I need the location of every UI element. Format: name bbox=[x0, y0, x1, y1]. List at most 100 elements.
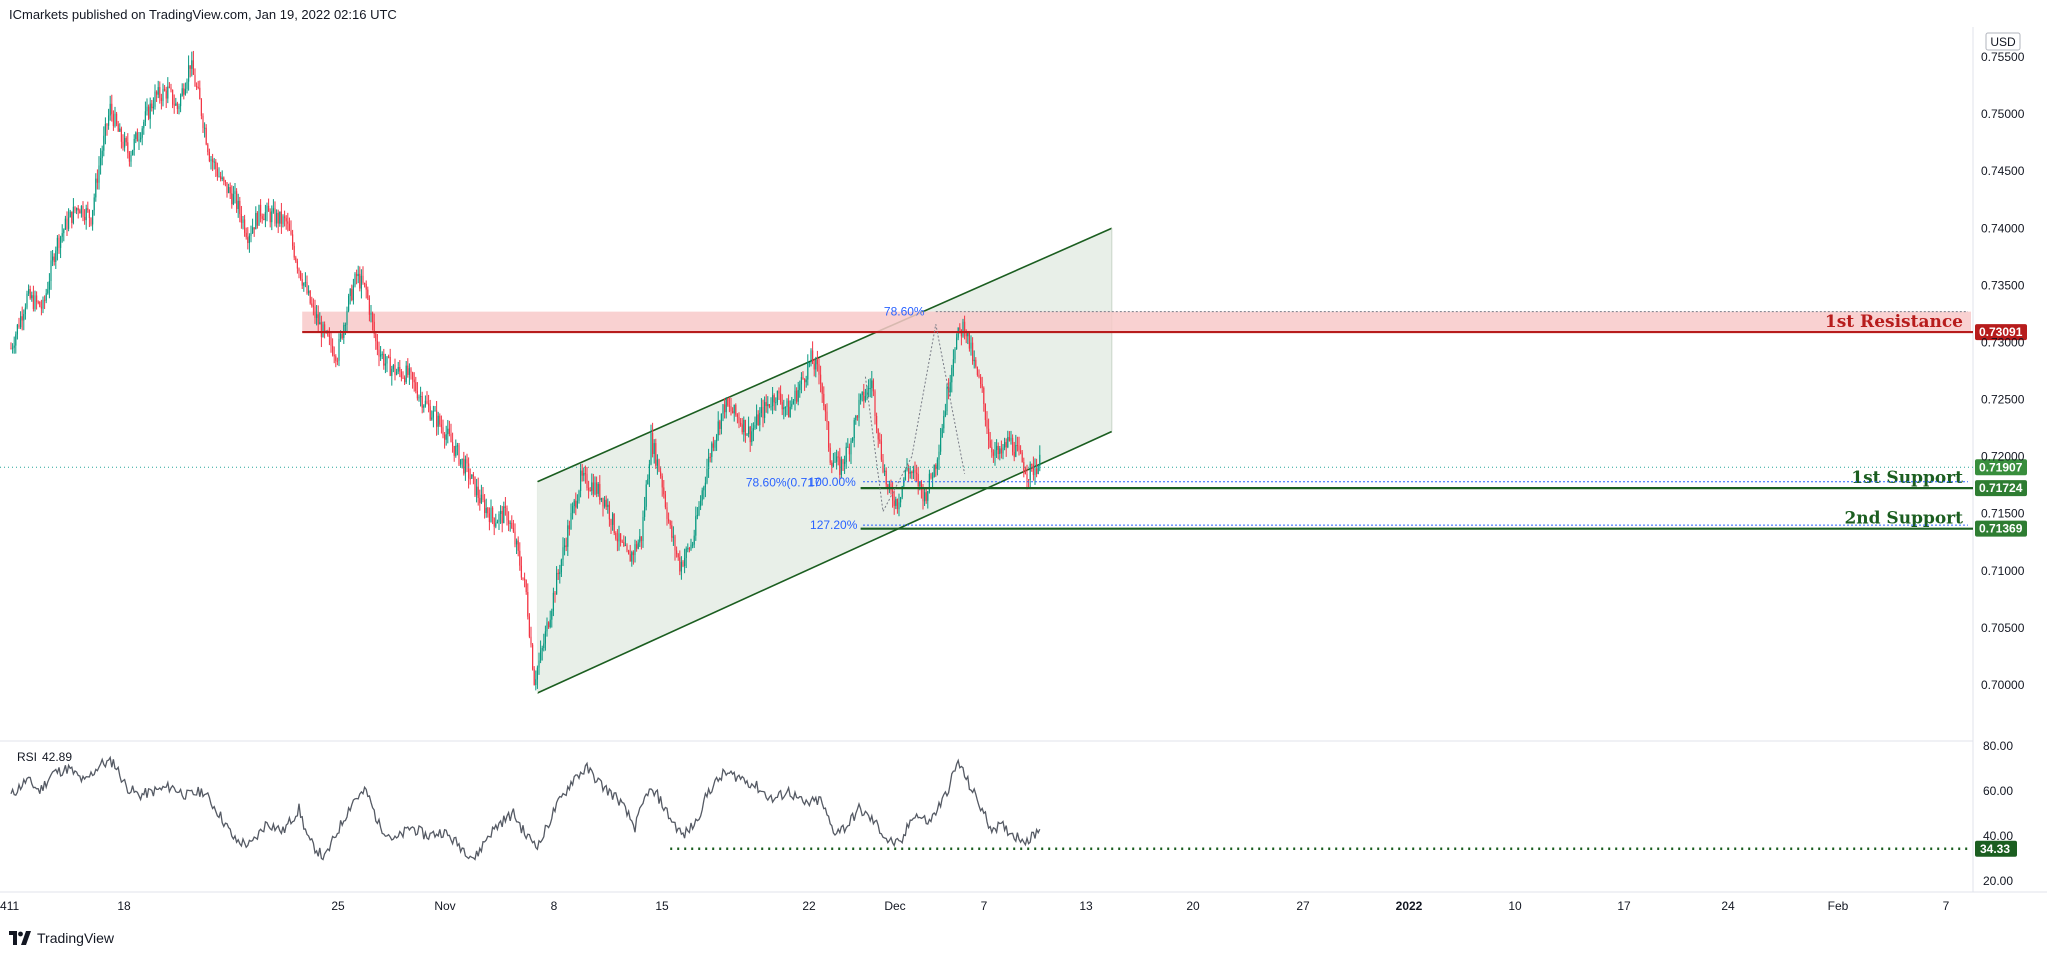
candle bbox=[525, 579, 527, 595]
candle-body bbox=[18, 324, 20, 328]
candle bbox=[292, 229, 294, 250]
candle-body bbox=[781, 402, 783, 410]
candle-body bbox=[773, 395, 775, 403]
candle-body bbox=[373, 321, 375, 334]
candle-body bbox=[224, 180, 226, 183]
candle bbox=[493, 517, 495, 536]
candle bbox=[861, 391, 863, 402]
candle-body bbox=[296, 261, 298, 269]
candle-body bbox=[880, 441, 882, 460]
candle bbox=[583, 467, 585, 482]
candle bbox=[381, 351, 383, 360]
candle bbox=[568, 520, 570, 536]
candle bbox=[114, 106, 116, 128]
candle-body bbox=[485, 507, 487, 514]
candle-body bbox=[810, 350, 812, 363]
candle bbox=[308, 285, 310, 296]
candle bbox=[378, 341, 380, 367]
candle-body bbox=[506, 507, 508, 521]
candle bbox=[752, 422, 754, 442]
candle bbox=[773, 393, 775, 411]
candle bbox=[207, 142, 209, 156]
candle bbox=[666, 502, 668, 526]
time-axis: 11 18 25 Nov 8 15 22 Dec 7 13 20 27 2022 10 17 24 Feb 7 14 bbox=[0, 899, 1950, 913]
candle bbox=[236, 188, 238, 213]
candle bbox=[668, 512, 670, 524]
candle-body bbox=[621, 541, 623, 543]
candle bbox=[784, 406, 786, 417]
candle bbox=[935, 463, 937, 477]
candle bbox=[407, 358, 409, 378]
candle bbox=[224, 179, 226, 187]
fib-label: 100.00% bbox=[808, 475, 856, 489]
candle-body bbox=[684, 557, 686, 566]
candle bbox=[376, 334, 378, 356]
candle-body bbox=[893, 500, 895, 506]
candle bbox=[66, 211, 68, 237]
price-tag-text: 0.73091 bbox=[1979, 325, 2023, 339]
candle bbox=[68, 208, 70, 232]
price-tick-label: 0.70000 bbox=[1981, 678, 2025, 692]
candle-body bbox=[423, 405, 425, 408]
candle-body bbox=[965, 333, 967, 337]
candle bbox=[250, 225, 252, 243]
candle-body bbox=[215, 161, 217, 169]
candle bbox=[816, 350, 818, 372]
candle bbox=[362, 266, 364, 285]
candle-body bbox=[999, 448, 1001, 454]
candle bbox=[904, 469, 906, 481]
candle bbox=[12, 343, 14, 354]
candle-body bbox=[642, 516, 644, 541]
candle-body bbox=[103, 135, 105, 151]
candle bbox=[533, 666, 535, 686]
candle-body bbox=[252, 227, 254, 234]
candle-body bbox=[562, 547, 564, 560]
candle bbox=[754, 416, 756, 430]
candle-body bbox=[250, 233, 252, 236]
candle bbox=[455, 439, 457, 458]
candle-body bbox=[74, 206, 76, 211]
candle bbox=[588, 480, 590, 499]
candle-body bbox=[458, 445, 460, 465]
candle bbox=[952, 349, 954, 377]
candle bbox=[352, 278, 354, 305]
candle bbox=[202, 113, 204, 134]
candle bbox=[540, 640, 542, 664]
candle-body bbox=[410, 368, 412, 373]
time-tick-label: 20 bbox=[1186, 899, 1200, 913]
candle bbox=[69, 209, 71, 218]
candle-body bbox=[863, 391, 865, 401]
tradingview-logo[interactable]: TradingView bbox=[9, 930, 114, 946]
candle-body bbox=[612, 513, 614, 525]
candle-body bbox=[527, 592, 529, 617]
candle-body bbox=[788, 400, 790, 418]
candle bbox=[688, 546, 690, 553]
candle bbox=[471, 474, 473, 479]
candle-body bbox=[12, 347, 14, 349]
candle-body bbox=[546, 622, 548, 632]
candle bbox=[88, 209, 90, 228]
candle bbox=[199, 80, 201, 100]
candle-body bbox=[837, 456, 839, 458]
candle-body bbox=[327, 331, 329, 336]
candle bbox=[551, 608, 553, 628]
candle-body bbox=[831, 462, 833, 467]
currency-badge[interactable] bbox=[1985, 32, 2021, 51]
candle-body bbox=[901, 486, 903, 498]
candle bbox=[184, 82, 186, 96]
candle-body bbox=[160, 97, 162, 101]
candle bbox=[194, 68, 196, 87]
candle bbox=[484, 494, 486, 519]
candle bbox=[394, 358, 396, 381]
candle-body bbox=[496, 521, 498, 524]
candle bbox=[248, 233, 250, 253]
candle-body bbox=[164, 88, 166, 91]
candle-body bbox=[204, 127, 206, 129]
candle bbox=[860, 393, 862, 405]
candle-body bbox=[424, 400, 426, 406]
candle-body bbox=[44, 299, 46, 301]
candle-body bbox=[600, 497, 602, 501]
candle bbox=[951, 364, 953, 393]
candle-body bbox=[141, 128, 143, 138]
